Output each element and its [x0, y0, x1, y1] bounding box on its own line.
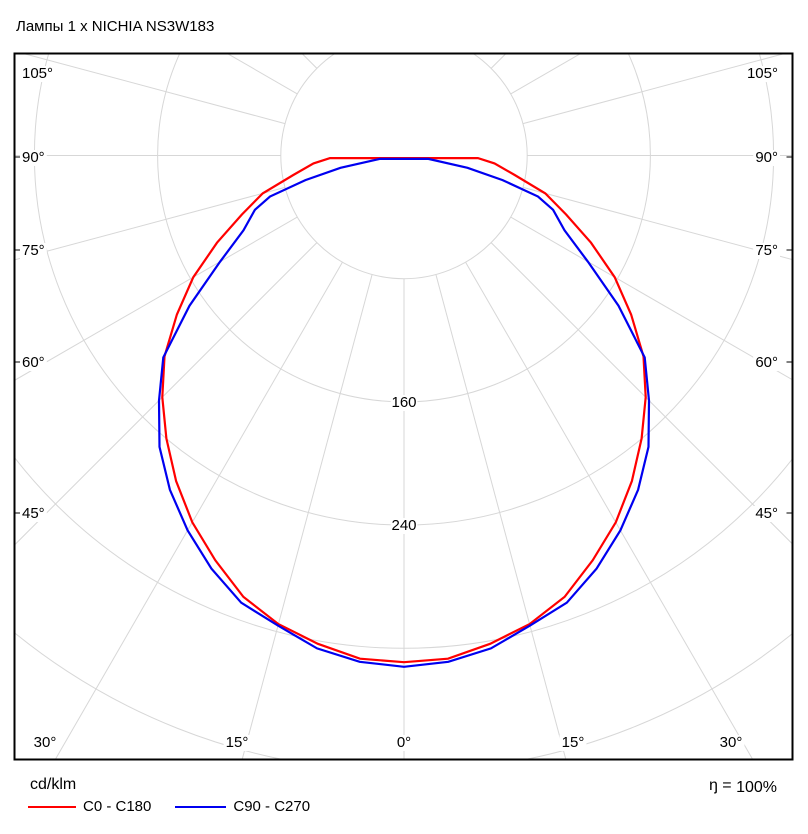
angle-label-right-1: 90° — [755, 149, 778, 166]
radial-value-label-1-mask — [390, 518, 418, 534]
angle-label-left-0: 105° — [22, 65, 53, 82]
angle-label-right-2: 75° — [755, 242, 778, 259]
efficiency-symbol: ŋ = — [708, 777, 732, 794]
grid-ray-75 — [522, 186, 793, 261]
radial-value-label-0-mask — [390, 395, 418, 411]
grid-ray-30 — [465, 261, 754, 760]
grid-ray-150 — [466, 0, 808, 49]
angle-label-left-2-mask — [20, 243, 47, 259]
intensity-curves — [157, 157, 651, 668]
grid-ray-45 — [490, 242, 793, 545]
radial-value-label-0: 160 — [391, 394, 416, 411]
grid-ray--105 — [21, 53, 286, 125]
grid-circle-80 — [280, 53, 528, 280]
angle-label-bottom-3-mask — [559, 735, 587, 751]
grid-ray--60 — [14, 216, 298, 381]
grid-ray--75 — [14, 186, 286, 261]
angle-label-left-2: 75° — [22, 242, 45, 259]
grid-ray-60 — [510, 216, 793, 381]
unit-label: cd/klm — [30, 776, 77, 793]
angle-label-left-3-mask — [20, 355, 47, 371]
angle-label-bottom-4-mask — [717, 735, 745, 751]
grid-ray--45 — [14, 242, 318, 546]
page-title: Лампы 1 x NICHIA NS3W183 — [16, 18, 215, 35]
grid-ray--165 — [93, 0, 372, 37]
angle-label-bottom-0: 30° — [34, 734, 57, 751]
series-curve-c90-c270 — [157, 157, 651, 668]
angle-label-bottom-4: 30° — [720, 734, 743, 751]
grid-ray-15 — [435, 274, 567, 760]
efficiency-label: ŋ = 100% — [709, 777, 777, 797]
angle-label-right-2-mask — [753, 243, 780, 259]
angle-label-left-0-mask — [20, 66, 55, 82]
angle-label-right-1-mask — [753, 150, 780, 166]
chart-border — [13, 52, 794, 761]
grid-ray-105 — [522, 53, 787, 125]
angle-label-right-3-mask — [753, 355, 780, 371]
angle-label-right-4: 45° — [755, 505, 778, 522]
radial-value-label-1: 240 — [391, 517, 416, 534]
angle-label-left-4-mask — [20, 506, 47, 522]
angle-label-right-4-mask — [753, 506, 780, 522]
efficiency-value: 100% — [736, 779, 777, 796]
angle-label-bottom-1: 15° — [226, 734, 249, 751]
angle-label-bottom-0-mask — [31, 735, 59, 751]
grid-ray--30 — [54, 261, 343, 760]
angle-label-bottom-2-mask — [394, 735, 414, 751]
angle-label-bottom-3: 15° — [562, 734, 585, 751]
legend-swatch-c0-c180 — [28, 805, 76, 808]
grid-ray--15 — [241, 274, 373, 760]
angle-label-right-3: 60° — [755, 354, 778, 371]
legend-swatch-c90-c270 — [175, 805, 227, 808]
chart-legend: C0 - C180 C90 - C270 — [28, 798, 310, 815]
angle-label-left-1-mask — [20, 150, 47, 166]
grid-ray--150 — [0, 0, 342, 49]
legend-label-c0-c180: C0 - C180 — [83, 798, 152, 815]
axis-labels: 105° 105° 90° 90° 75° 75° 60° 60° 45° 45° 30° 15° 0°… — [20, 65, 780, 751]
angle-label-right-0-mask — [745, 66, 780, 82]
angle-label-left-4: 45° — [22, 505, 45, 522]
legend-label-c90-c270: C90 - C270 — [233, 798, 311, 815]
angle-label-bottom-1-mask — [223, 735, 251, 751]
angle-label-left-3: 60° — [22, 354, 45, 371]
grid-ray-165 — [436, 0, 715, 37]
series-curve-c0-c180 — [161, 157, 647, 664]
angle-label-bottom-2: 0° — [397, 734, 411, 751]
angle-label-left-1: 90° — [22, 149, 45, 166]
angle-label-right-0: 105° — [747, 65, 778, 82]
